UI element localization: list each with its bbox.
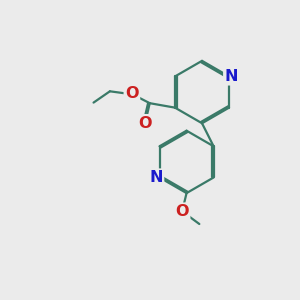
Text: O: O	[139, 116, 152, 130]
Text: O: O	[175, 204, 189, 219]
Text: N: N	[225, 69, 238, 84]
Text: N: N	[149, 170, 163, 185]
Text: O: O	[125, 85, 139, 100]
